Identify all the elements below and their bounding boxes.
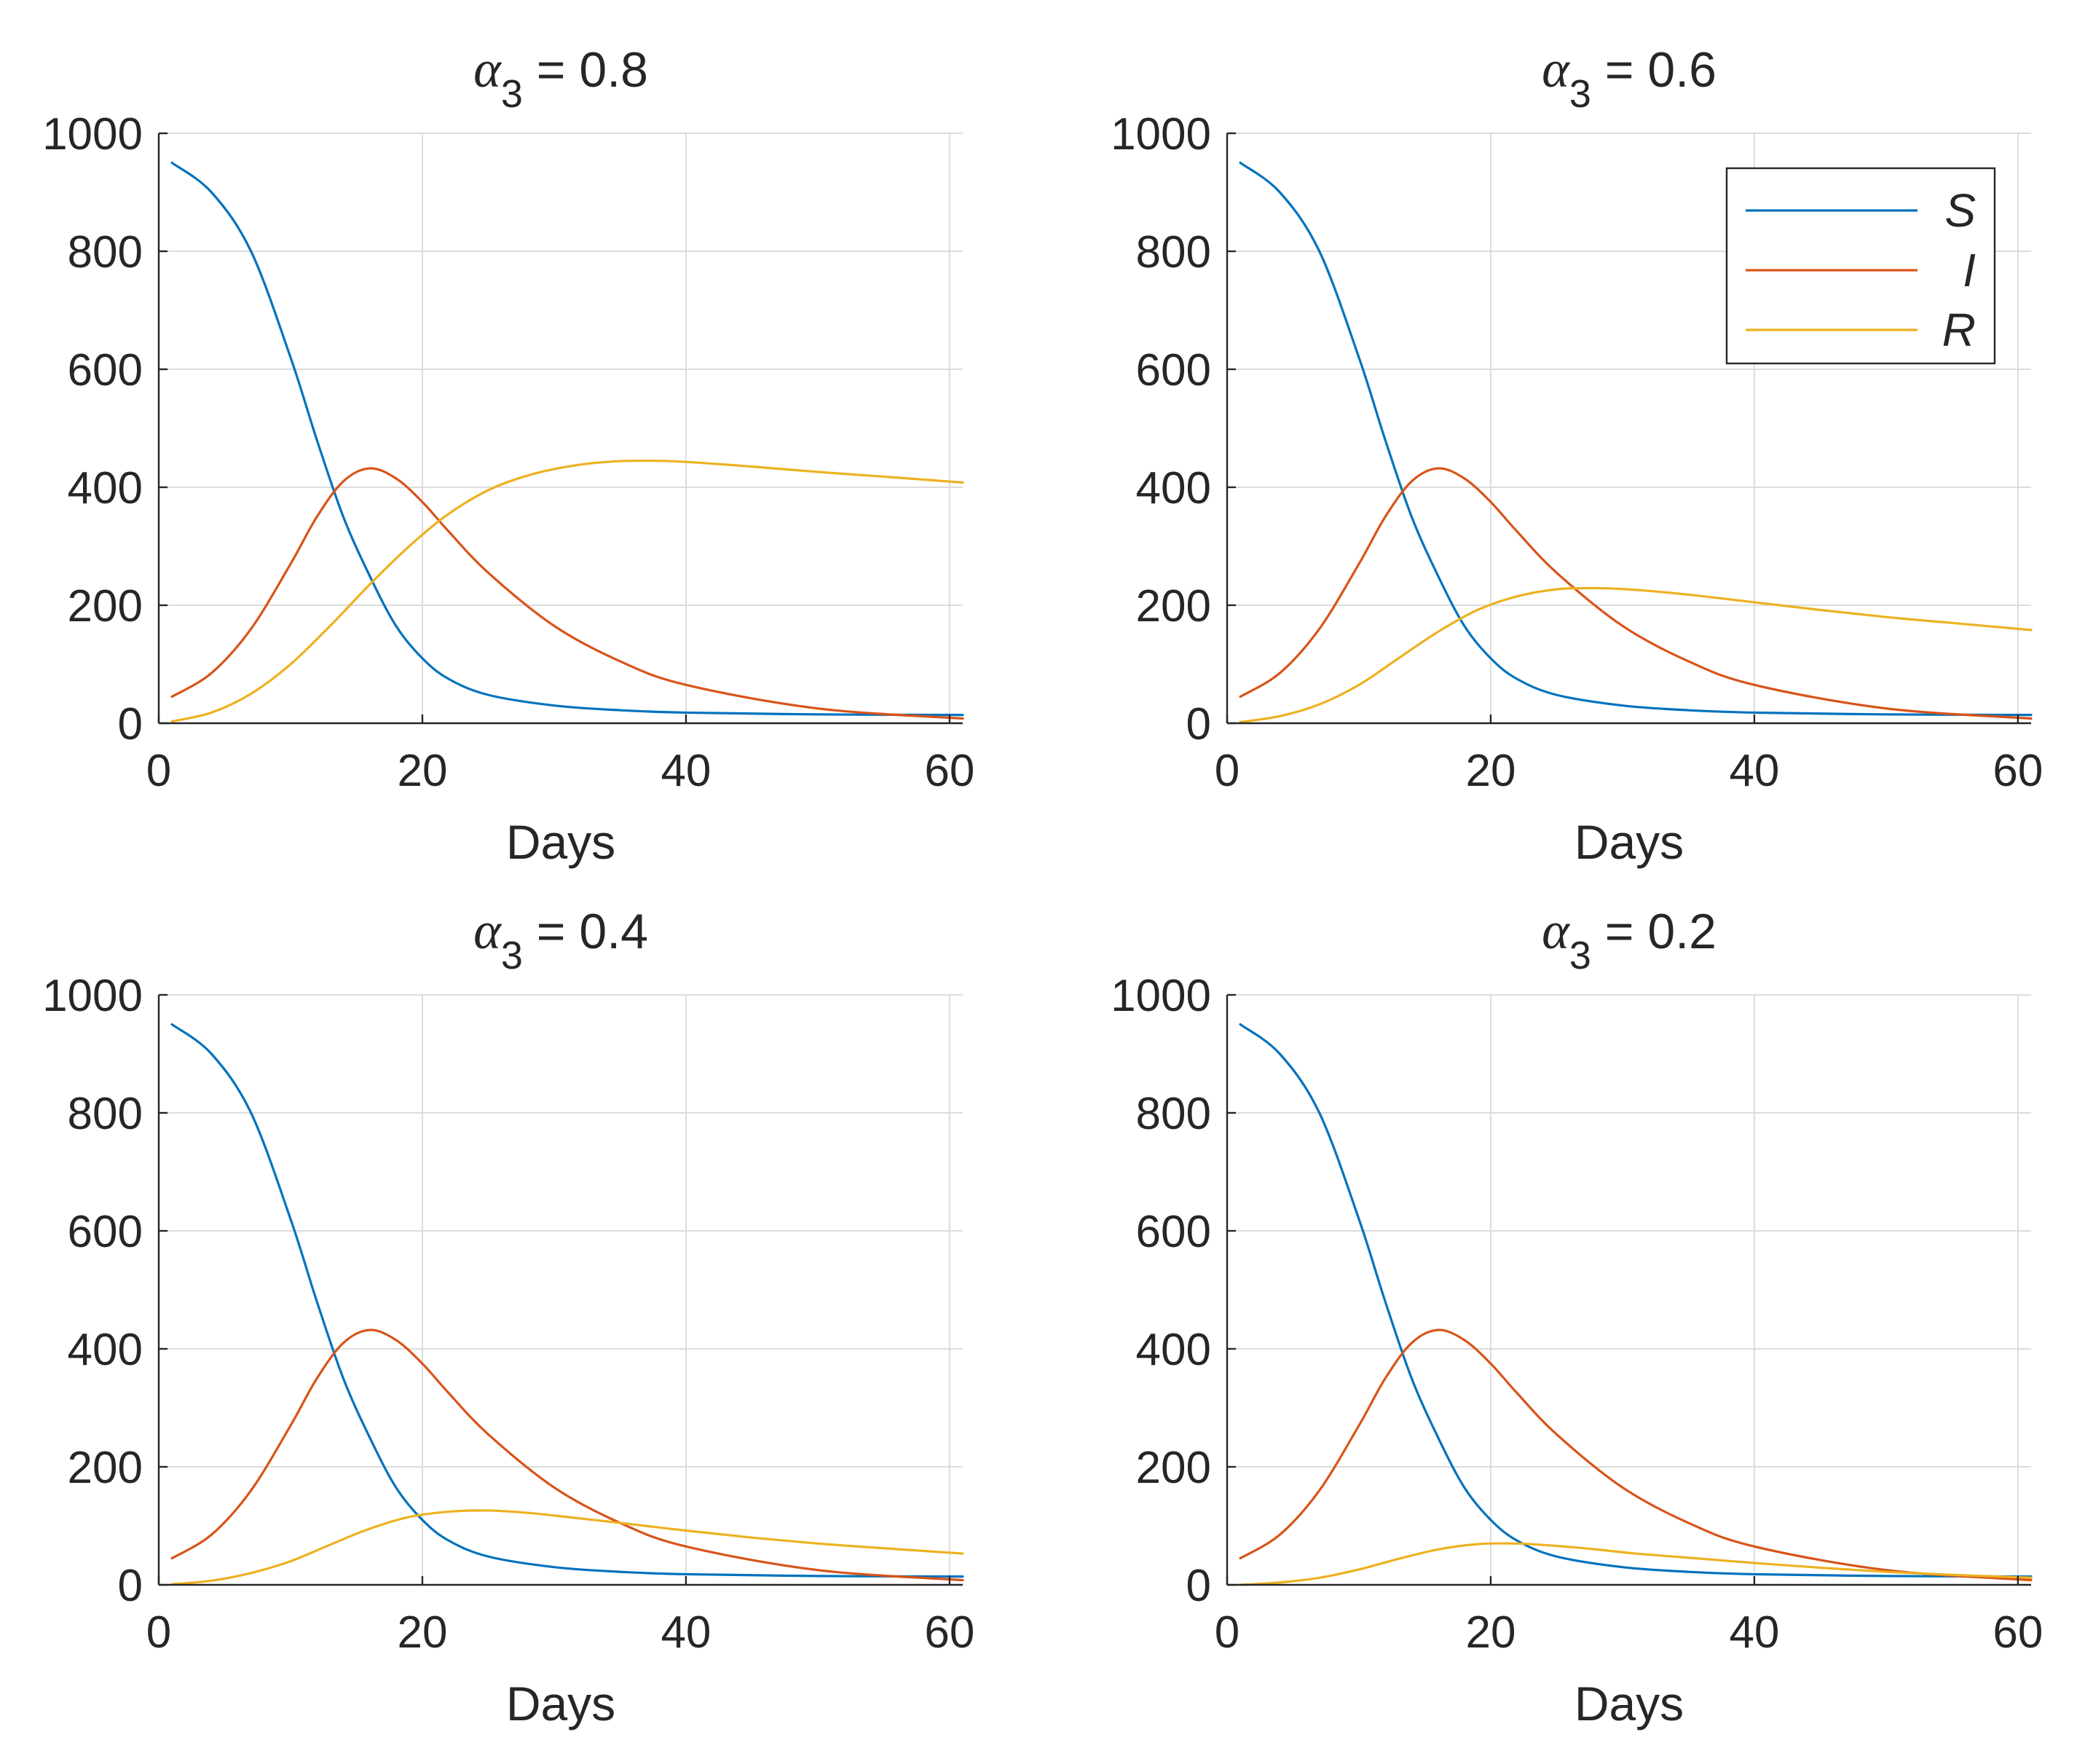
series-line-R	[1239, 1542, 2033, 1586]
series-line-R	[170, 459, 964, 723]
title-value: = 0.6	[1591, 42, 1717, 98]
y-tick-label: 800	[1136, 1089, 1211, 1139]
x-axis-label: Days	[506, 1677, 615, 1730]
title-value: = 0.8	[523, 42, 648, 98]
title-value: = 0.2	[1591, 904, 1717, 959]
legend-label-S: S	[1944, 184, 1976, 237]
plot-area	[1227, 995, 2031, 1585]
y-tick-label: 200	[1136, 581, 1211, 631]
series-line-S	[170, 1023, 964, 1578]
legend: SIR	[1725, 167, 1996, 365]
x-tick-label: 40	[1729, 746, 1779, 796]
title-subscript: 3	[501, 934, 523, 977]
series-line-S	[1239, 161, 2033, 717]
plot-area	[159, 995, 963, 1585]
y-tick-label: 0	[118, 699, 143, 749]
series-line-I	[170, 467, 964, 720]
title-alpha-symbol: α	[473, 902, 502, 960]
title-value: = 0.4	[523, 904, 648, 959]
x-tick-label: 40	[661, 1607, 711, 1658]
title-subscript: 3	[1569, 72, 1591, 116]
series-line-I	[1239, 467, 2033, 720]
series-line-S	[1239, 1023, 2033, 1578]
y-tick-label: 0	[1186, 1561, 1211, 1611]
x-axis-label: Days	[506, 815, 615, 869]
x-axis-label: Days	[1574, 815, 1684, 869]
series-line-R	[170, 1509, 964, 1586]
y-tick-label: 400	[68, 463, 143, 513]
y-tick-label: 600	[68, 345, 143, 395]
y-tick-label: 800	[68, 1089, 143, 1139]
series-line-R	[1239, 586, 2033, 723]
subplot-title: α3 = 0.6	[1542, 40, 1717, 116]
x-tick-label: 0	[1215, 1607, 1239, 1658]
plot-area	[159, 133, 963, 723]
y-tick-label: 200	[1136, 1443, 1211, 1493]
subplot-title: α3 = 0.2	[1542, 902, 1717, 977]
x-tick-label: 0	[146, 1607, 171, 1658]
x-axis-label: Days	[1574, 1677, 1684, 1730]
title-subscript: 3	[501, 72, 523, 116]
legend-label-R: R	[1942, 304, 1976, 356]
y-tick-label: 1000	[1111, 971, 1211, 1021]
y-tick-label: 200	[68, 581, 143, 631]
y-tick-label: 600	[1136, 345, 1211, 395]
y-tick-label: 1000	[42, 109, 143, 160]
x-tick-label: 60	[924, 746, 974, 796]
y-tick-label: 600	[1136, 1207, 1211, 1257]
x-tick-label: 0	[1215, 746, 1239, 796]
x-tick-label: 40	[661, 746, 711, 796]
x-tick-label: 60	[1993, 746, 2043, 796]
title-subscript: 3	[1569, 934, 1591, 977]
title-alpha-symbol: α	[1542, 40, 1570, 98]
title-alpha-symbol: α	[473, 40, 502, 98]
x-tick-label: 60	[1993, 1607, 2043, 1658]
x-tick-label: 20	[1465, 746, 1516, 796]
legend-label-I: I	[1963, 244, 1976, 296]
y-tick-label: 1000	[1111, 109, 1211, 160]
x-tick-label: 60	[924, 1607, 974, 1658]
y-tick-label: 400	[1136, 1325, 1211, 1375]
x-tick-label: 40	[1729, 1607, 1779, 1658]
y-tick-label: 0	[118, 1561, 143, 1611]
x-tick-label: 0	[146, 746, 171, 796]
subplot-title: α3 = 0.4	[473, 902, 648, 977]
y-tick-label: 400	[68, 1325, 143, 1375]
x-tick-label: 20	[397, 746, 447, 796]
y-tick-label: 400	[1136, 463, 1211, 513]
x-tick-label: 20	[1465, 1607, 1516, 1658]
series-line-I	[170, 1328, 964, 1582]
subplot-title: α3 = 0.8	[473, 40, 648, 116]
y-tick-label: 0	[1186, 699, 1211, 749]
y-tick-label: 1000	[42, 971, 143, 1021]
y-tick-label: 800	[1136, 227, 1211, 277]
title-alpha-symbol: α	[1542, 902, 1570, 960]
series-line-S	[170, 161, 964, 717]
x-tick-label: 20	[397, 1607, 447, 1658]
y-tick-label: 600	[68, 1207, 143, 1257]
y-tick-label: 200	[68, 1443, 143, 1493]
y-tick-label: 800	[68, 227, 143, 277]
series-line-I	[1239, 1328, 2033, 1582]
